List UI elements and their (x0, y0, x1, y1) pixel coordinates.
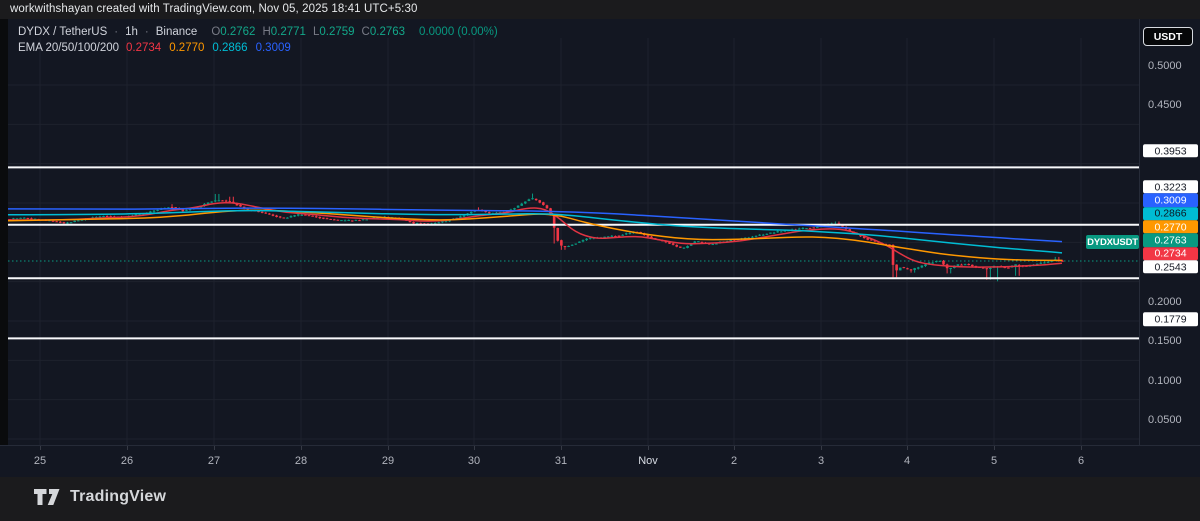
ohlc-o: O0.2762 (211, 26, 256, 38)
time-tick-mark (214, 446, 215, 450)
ohlc-l: L0.2759 (312, 26, 355, 38)
ema-label: EMA 20/50/100/200 (18, 42, 120, 54)
time-tick-30: 30 (467, 455, 481, 467)
time-tick-3: 3 (817, 455, 825, 467)
time-tick-mark (40, 446, 41, 450)
price-label-0.1779: 0.1779 (1143, 312, 1198, 327)
interval-label[interactable]: 1h (125, 26, 138, 38)
ema-100-line (7, 209, 1063, 254)
price-label-0.2763: 0.2763 (1143, 233, 1198, 248)
time-tick-2: 2 (730, 455, 738, 467)
tradingview-logo-icon (34, 489, 60, 505)
chart-pane[interactable] (0, 19, 1200, 477)
time-tick-5: 5 (990, 455, 998, 467)
time-tick-mark (388, 446, 389, 450)
legend: DYDX / TetherUS · 1h · Binance O0.2762 H0.2771… (18, 24, 498, 56)
ema-row[interactable]: EMA 20/50/100/200 0.2734 0.2770 0.2866 0.300… (18, 40, 498, 56)
currency-toggle-button[interactable]: USDT (1143, 27, 1193, 46)
watermark-text: workwithshayan created with TradingView.… (10, 3, 418, 15)
exchange-label: Binance (155, 26, 198, 38)
price-tick: 0.1500 (1148, 335, 1182, 348)
change-value: 0.0000 (0.00%) (419, 26, 498, 38)
time-tick-mark (301, 446, 302, 450)
footer-bar: TradingView (0, 477, 1200, 521)
price-tick: 0.4500 (1148, 99, 1182, 112)
time-tick-29: 29 (381, 455, 395, 467)
time-tick-25: 25 (33, 455, 47, 467)
time-tick-6: 6 (1077, 455, 1085, 467)
symbol-name[interactable]: DYDX / TetherUS (18, 26, 108, 38)
time-tick-31: 31 (554, 455, 568, 467)
price-label-0.2734: 0.2734 (1143, 247, 1198, 261)
price-tick: 0.2000 (1148, 296, 1182, 308)
time-tick-mark (734, 446, 735, 450)
price-label-0.2770: 0.2770 (1143, 220, 1198, 234)
time-tick-mark (994, 446, 995, 450)
ema-value: 0.2770 (169, 42, 205, 54)
price-axis[interactable]: 0.5000 0.4500 0.2000 0.1500 0.1000 0.0500 0.39… (1139, 19, 1200, 445)
time-axis[interactable]: 25 26 27 28 29 30 31 Nov 2 3 4 5 6 (0, 445, 1200, 478)
time-tick-mark (1081, 446, 1082, 450)
time-tick-mark (127, 446, 128, 450)
ohlc-c: C0.2763 (361, 26, 406, 38)
time-tick-4: 4 (903, 455, 911, 467)
time-tick-mark (474, 446, 475, 450)
candlestick-plot[interactable] (0, 38, 1139, 464)
time-tick-Nov: Nov (638, 455, 658, 467)
time-tick-mark (648, 446, 649, 450)
time-tick-26: 26 (120, 455, 134, 467)
ema-value: 0.3009 (255, 42, 291, 54)
ema-200-line (7, 207, 1063, 243)
price-label-0.3009: 0.3009 (1143, 193, 1198, 208)
price-tick: 0.0500 (1148, 414, 1182, 426)
price-label-0.3223: 0.3223 (1143, 180, 1198, 194)
ema-value: 0.2866 (212, 42, 248, 54)
time-tick-mark (907, 446, 908, 450)
time-tick-mark (821, 446, 822, 450)
ohlc-h: H0.2771 (262, 26, 306, 38)
symbol-price-tag: DYDXUSDT (1086, 235, 1139, 250)
ema-value: 0.2734 (126, 42, 162, 54)
price-label-0.2543: 0.2543 (1143, 260, 1198, 274)
price-label-0.2866: 0.2866 (1143, 207, 1198, 221)
symbol-row[interactable]: DYDX / TetherUS · 1h · Binance O0.2762 H0.2771… (18, 26, 498, 38)
tradingview-logo-link[interactable]: TradingView (33, 488, 166, 506)
ema-20-line (7, 202, 1063, 268)
tradingview-logo-text: TradingView (70, 488, 167, 505)
price-label-0.3953: 0.3953 (1143, 144, 1198, 158)
ohlc-values: O0.2762 H0.2771 L0.2759 C0.2763 (211, 26, 412, 38)
time-tick-28: 28 (294, 455, 308, 467)
candles (8, 193, 1064, 282)
time-tick-27: 27 (207, 455, 221, 467)
time-tick-mark (561, 446, 562, 450)
ema-values: 0.2734 0.2770 0.2866 0.3009 (126, 42, 299, 54)
price-tick: 0.5000 (1148, 60, 1182, 72)
price-tick: 0.1000 (1148, 374, 1182, 387)
watermark-bar: workwithshayan created with TradingView.… (0, 0, 1200, 19)
ema-50-line (7, 209, 1062, 262)
left-margin (0, 19, 8, 477)
